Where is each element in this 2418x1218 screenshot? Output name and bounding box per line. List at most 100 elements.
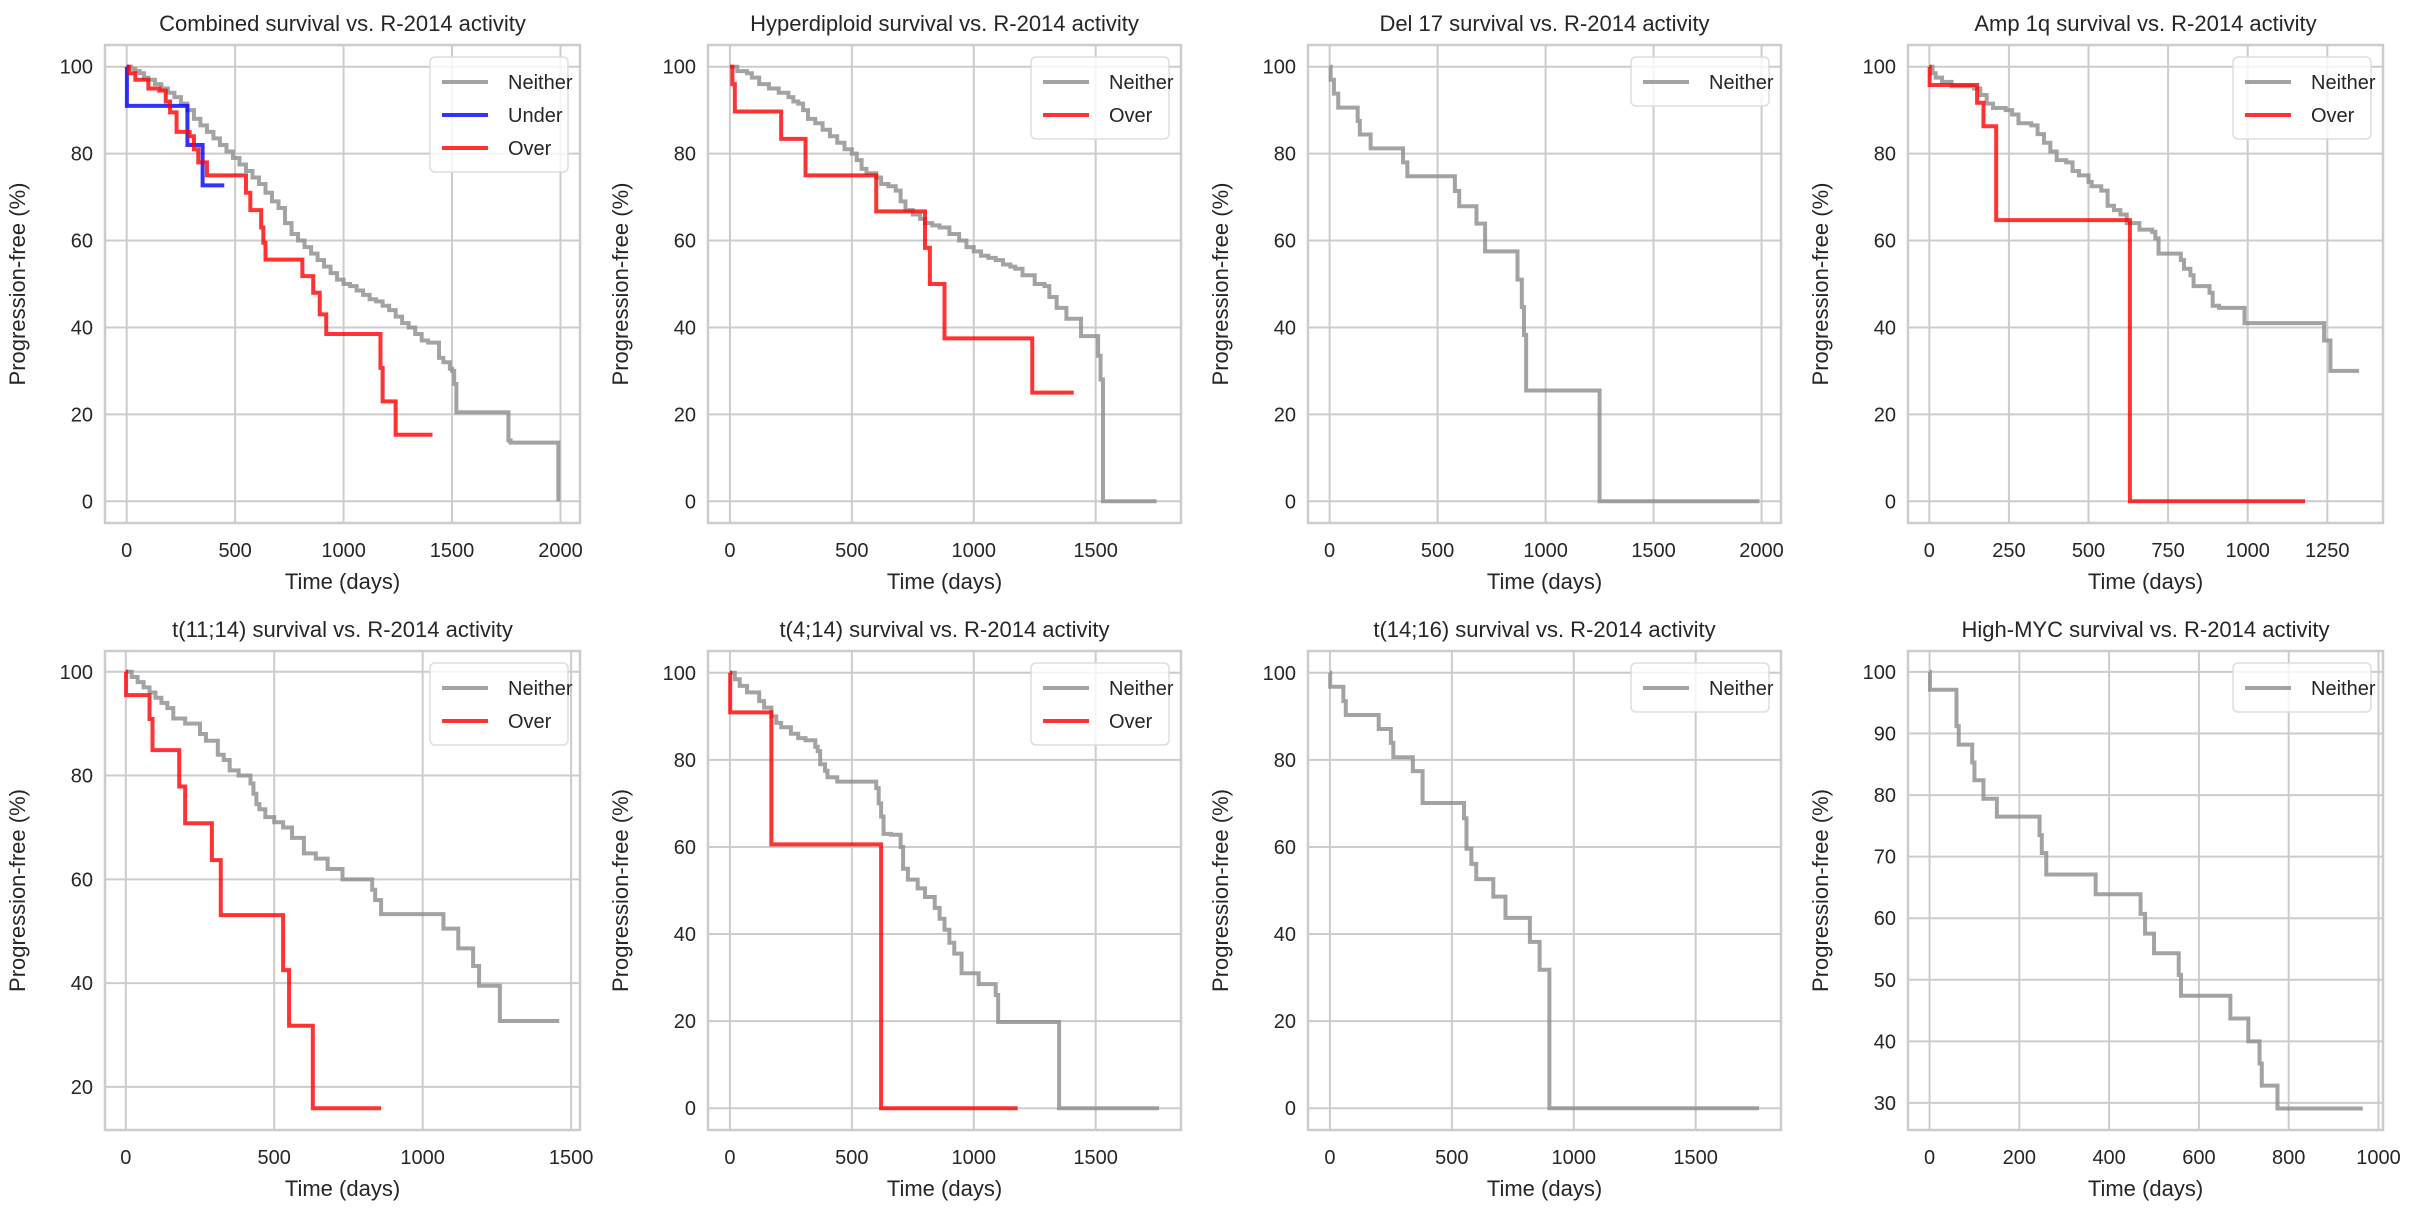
x-tick-label: 1000 — [321, 540, 366, 562]
y-axis-label: Progression-free (%) — [608, 183, 633, 386]
legend-label: Under — [508, 105, 563, 127]
x-tick-label: 0 — [120, 1147, 131, 1169]
x-tick-label: 500 — [1435, 1147, 1468, 1169]
subplot-title: Hyperdiploid survival vs. R-2014 activit… — [750, 11, 1139, 36]
x-tick-label: 500 — [1421, 540, 1454, 562]
legend-label: Over — [508, 711, 552, 733]
y-tick-label: 0 — [1285, 491, 1296, 513]
y-tick-label: 80 — [1274, 750, 1296, 772]
x-tick-label: 750 — [2151, 540, 2184, 562]
x-tick-label: 200 — [2003, 1147, 2036, 1169]
legend-box — [2232, 662, 2372, 713]
y-tick-label: 60 — [71, 869, 93, 891]
x-tick-label: 0 — [1324, 540, 1335, 562]
x-tick-label: 250 — [1992, 540, 2025, 562]
x-tick-label: 1500 — [1631, 540, 1676, 562]
y-tick-label: 100 — [60, 57, 93, 79]
y-tick-label: 60 — [1274, 231, 1296, 253]
y-tick-label: 20 — [1874, 404, 1896, 426]
series-neither-line — [1928, 669, 2363, 1111]
y-tick-label: 0 — [685, 491, 696, 513]
y-tick-label: 80 — [674, 750, 696, 772]
x-axis-label: Time (days) — [887, 1176, 1002, 1201]
legend-box — [1030, 56, 1170, 140]
x-tick-label: 0 — [1924, 1147, 1935, 1169]
x-axis-label: Time (days) — [1487, 569, 1602, 594]
x-tick-label: 0 — [724, 540, 735, 562]
y-tick-label: 60 — [71, 231, 93, 253]
series-under-line — [124, 64, 225, 188]
x-tick-label: 1000 — [2356, 1147, 2401, 1169]
y-tick-label: 60 — [674, 231, 696, 253]
x-tick-label: 500 — [258, 1147, 291, 1169]
legend: Neither Over — [2232, 56, 2376, 140]
y-tick-label: 40 — [71, 973, 93, 995]
legend-box — [1630, 662, 1770, 713]
y-tick-label: 40 — [674, 924, 696, 946]
y-tick-label: 100 — [663, 57, 696, 79]
series-neither-line — [1328, 670, 1760, 1111]
y-tick-label: 100 — [1863, 662, 1896, 684]
series-neither-line — [1929, 64, 2360, 373]
axes-frame — [103, 649, 582, 1132]
series-over-line — [124, 669, 382, 1111]
subplot-title: t(14;16) survival vs. R-2014 activity — [1373, 617, 1715, 642]
x-axis-label: Time (days) — [2088, 569, 2203, 594]
y-tick-label: 20 — [674, 1011, 696, 1033]
y-axis-label: Progression-free (%) — [1808, 789, 1833, 992]
axes-frame — [1306, 43, 1783, 525]
y-tick-label: 100 — [663, 663, 696, 685]
y-tick-label: 70 — [1874, 847, 1896, 869]
legend-box — [2232, 56, 2372, 140]
subplot-title: t(11;14) survival vs. R-2014 activity — [172, 617, 513, 642]
series-neither-line — [729, 670, 1160, 1111]
y-tick-label: 60 — [1874, 231, 1896, 253]
y-tick-label: 40 — [1874, 317, 1896, 339]
legend-label: Over — [508, 138, 552, 160]
x-tick-label: 1000 — [1523, 540, 1568, 562]
x-axis-label: Time (days) — [2088, 1176, 2203, 1201]
legend-label: Neither — [508, 72, 573, 94]
y-tick-label: 80 — [1874, 144, 1896, 166]
x-tick-label: 500 — [2072, 540, 2105, 562]
y-tick-label: 0 — [685, 1098, 696, 1120]
y-tick-label: 40 — [1274, 924, 1296, 946]
y-axis-label: Progression-free (%) — [1208, 789, 1233, 992]
x-tick-label: 0 — [121, 540, 132, 562]
axes-frame — [706, 649, 1183, 1132]
legend-label: Neither — [1109, 72, 1174, 94]
y-tick-label: 20 — [1274, 404, 1296, 426]
y-tick-label: 40 — [674, 317, 696, 339]
x-tick-label: 500 — [218, 540, 251, 562]
y-tick-label: 100 — [60, 662, 93, 684]
subplot-title: High-MYC survival vs. R-2014 activity — [1962, 617, 2330, 642]
legend: Neither — [2232, 662, 2376, 713]
x-tick-label: 2000 — [538, 540, 583, 562]
legend-label: Neither — [2311, 72, 2376, 94]
axes-frame — [1906, 43, 2385, 525]
legend: Neither Under Over — [429, 56, 573, 173]
y-tick-label: 80 — [1874, 785, 1896, 807]
x-tick-label: 1500 — [1073, 1147, 1118, 1169]
y-axis-label: Progression-free (%) — [5, 183, 30, 386]
legend-label: Neither — [2311, 678, 2376, 700]
legend-label: Neither — [1709, 678, 1774, 700]
x-tick-label: 1500 — [1073, 540, 1118, 562]
legend-label: Over — [2311, 105, 2355, 127]
axes-frame — [706, 43, 1183, 525]
y-tick-label: 0 — [82, 491, 93, 513]
series-neither-line — [1328, 64, 1760, 504]
x-tick-label: 0 — [724, 1147, 735, 1169]
legend-box — [429, 662, 569, 746]
y-tick-label: 40 — [1874, 1031, 1896, 1053]
y-tick-label: 30 — [1874, 1093, 1896, 1115]
legend-box — [1630, 56, 1770, 107]
y-tick-label: 60 — [1874, 908, 1896, 930]
